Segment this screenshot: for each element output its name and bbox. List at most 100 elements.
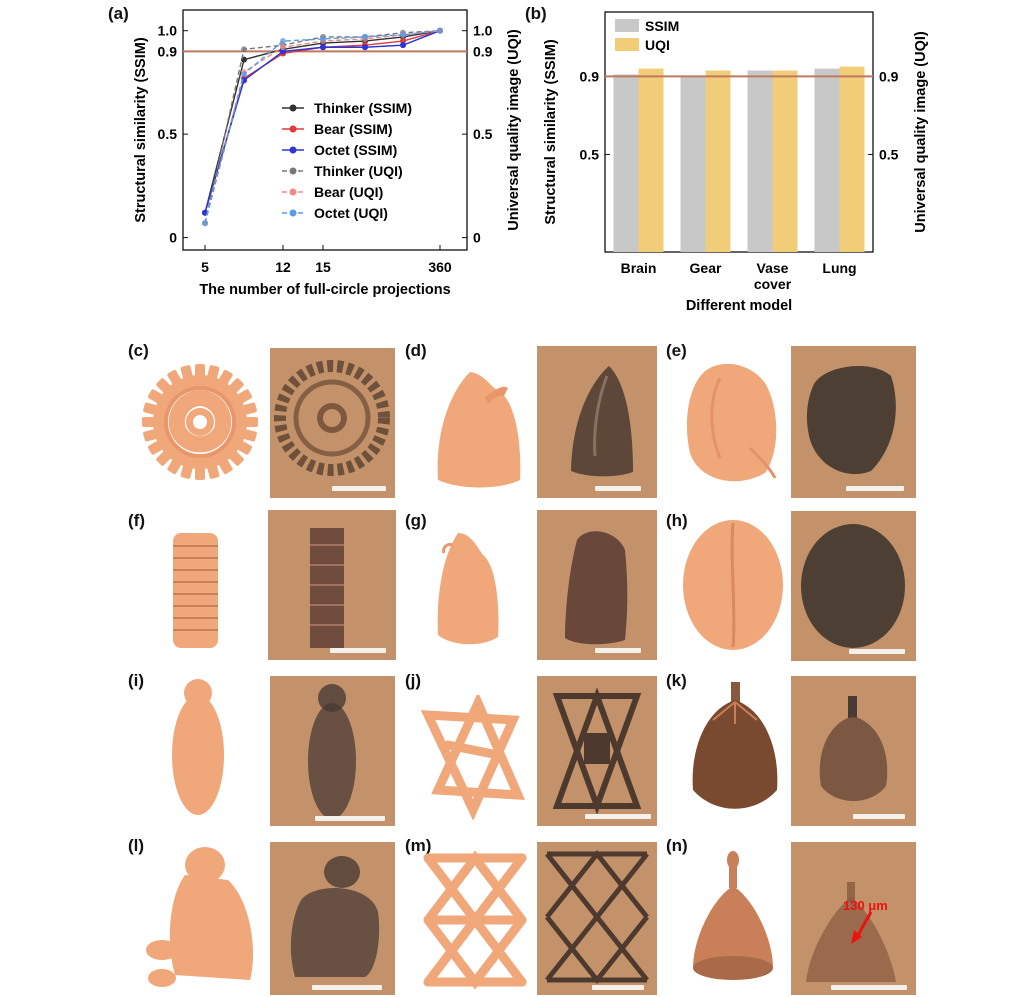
panel-label-m: (m) — [405, 836, 432, 855]
plot-frame — [604, 11, 874, 253]
gear-front-photo — [270, 348, 395, 498]
x-tick-label: 360 — [428, 259, 452, 275]
y2-tick-label: 0.5 — [473, 126, 493, 142]
legend-label: Bear (SSIM) — [314, 121, 393, 137]
brain-side-photo — [791, 346, 916, 498]
octet-front-photo — [537, 842, 657, 995]
legend-label: Octet (SSIM) — [314, 142, 397, 158]
legend-label: Bear (UQI) — [314, 184, 383, 200]
data-point — [241, 71, 247, 78]
brain-top-render — [683, 520, 783, 650]
scale-bar — [849, 649, 905, 654]
bear-front-photo — [270, 676, 395, 826]
vase-cover-render — [692, 682, 778, 809]
panel-label-k: (k) — [666, 671, 687, 690]
data-point — [400, 42, 406, 49]
panel-label-f: (f) — [128, 511, 145, 530]
scale-bar — [831, 985, 907, 990]
legend-swatch — [615, 19, 639, 32]
x-category-label: Gear — [690, 260, 722, 276]
x-axis-title: Different model — [686, 298, 792, 314]
lung-front-render — [437, 533, 499, 645]
gear-side-photo — [268, 510, 396, 660]
panel-label-a: (a) — [108, 4, 129, 23]
legend-label: Octet (UQI) — [314, 205, 388, 221]
bear-side-render — [146, 847, 254, 987]
brain-side-render — [686, 363, 777, 482]
bar — [613, 74, 639, 252]
y2-tick-label: 0.9 — [473, 43, 493, 59]
legend-marker — [289, 167, 297, 175]
brain-top-photo — [791, 511, 916, 661]
bar — [638, 68, 664, 253]
x-category-label: Lung — [822, 260, 856, 276]
chart-a-ssim-uqi-line: 0 0.5 0.9 1.0 0 0.5 0.9 1.0 5 12 15 360 The number o… — [133, 9, 522, 298]
x-tick-label: 5 — [201, 259, 209, 275]
y-axis-title: Structural similarity (SSIM) — [133, 37, 149, 222]
octet-tilted-photo — [537, 676, 657, 826]
annotation-130um: 130 μm — [843, 898, 888, 913]
panel-label-n: (n) — [666, 836, 688, 855]
y-tick-label: 0.5 — [158, 126, 178, 142]
y2-tick-label: 0.5 — [879, 146, 899, 162]
bear-front-render — [172, 679, 224, 815]
bar — [772, 70, 798, 252]
panel-label-g: (g) — [405, 511, 427, 530]
lung-front-photo — [537, 510, 657, 660]
scale-bar — [853, 814, 905, 819]
legend-marker — [289, 125, 297, 133]
panel-label-b: (b) — [525, 4, 547, 23]
data-point — [320, 35, 326, 42]
vase-side-photo: 130 μm — [791, 842, 916, 995]
data-point — [400, 38, 406, 45]
gear-side-render — [173, 533, 218, 648]
data-point — [202, 220, 208, 227]
y-tick-label: 0.9 — [580, 68, 600, 84]
plot-frame — [182, 9, 468, 251]
data-point — [280, 38, 286, 45]
legend-marker — [289, 188, 297, 196]
vase-side-render — [693, 851, 773, 980]
y-tick-label: 0.9 — [158, 43, 178, 59]
legend-swatch — [615, 38, 639, 51]
data-point — [437, 27, 443, 34]
legend-marker — [289, 146, 297, 154]
data-point — [362, 33, 368, 40]
panel-label-d: (d) — [405, 341, 427, 360]
legend-label: Thinker (UQI) — [314, 163, 403, 179]
bar — [705, 70, 731, 252]
x-axis-title: The number of full-circle projections — [199, 282, 450, 298]
legend-label: Thinker (SSIM) — [314, 100, 412, 116]
data-point — [362, 44, 368, 51]
lung-side-render — [437, 372, 521, 488]
panel-label-j: (j) — [405, 671, 422, 690]
y2-axis-title: Universal quality image (UQI) — [913, 31, 929, 233]
bar — [839, 66, 865, 252]
bar — [747, 70, 773, 252]
y-tick-label: 0 — [169, 230, 177, 246]
scale-bar — [332, 486, 386, 491]
gear-front-render — [142, 364, 258, 480]
panel-label-e: (e) — [666, 341, 687, 360]
x-tick-label: 15 — [315, 259, 331, 275]
x-category-label: cover — [754, 276, 792, 292]
bar — [680, 76, 706, 252]
vase-cover-photo — [791, 676, 916, 826]
data-point — [400, 31, 406, 38]
y-axis-title: Structural similarity (SSIM) — [543, 39, 559, 224]
panel-label-c: (c) — [128, 341, 149, 360]
bar — [814, 68, 840, 253]
data-point — [280, 44, 286, 51]
data-point — [320, 44, 326, 51]
bear-side-photo — [270, 842, 395, 995]
y2-axis-title: Universal quality image (UQI) — [506, 29, 522, 231]
x-tick-label: 12 — [275, 259, 291, 275]
legend-marker — [289, 209, 297, 217]
legend-label: UQI — [645, 37, 670, 53]
scale-bar — [330, 648, 386, 653]
legend-label: SSIM — [645, 18, 679, 34]
panel-label-l: (l) — [128, 836, 145, 855]
panel-label-i: (i) — [128, 671, 145, 690]
panel-label-h: (h) — [666, 511, 688, 530]
